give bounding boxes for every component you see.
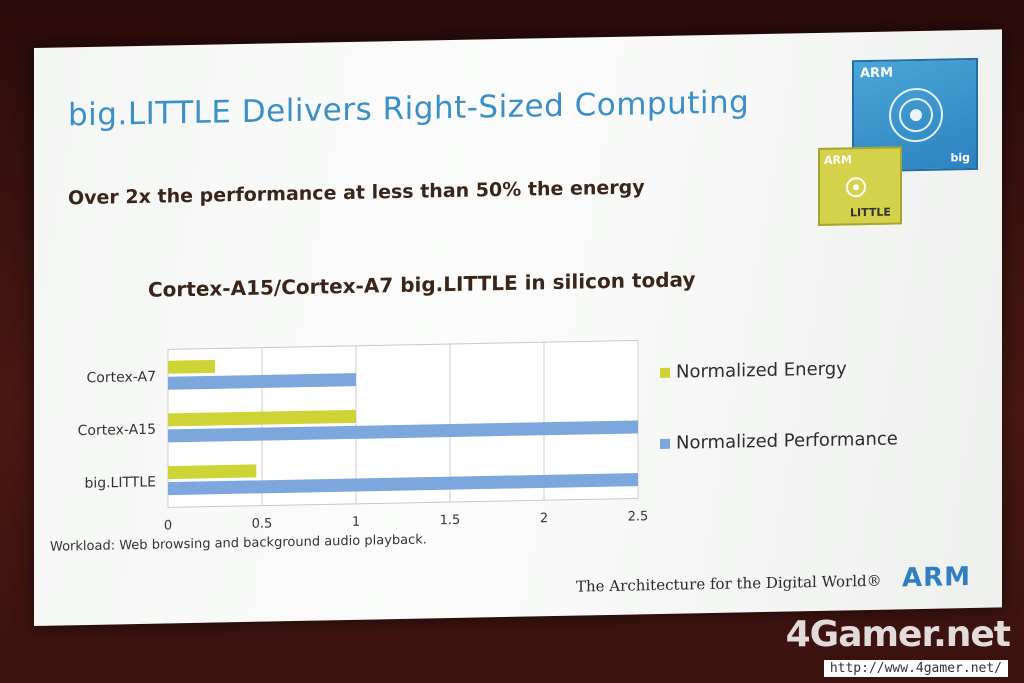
legend-swatch-performance	[660, 438, 670, 449]
arm-logo: ARM	[902, 562, 972, 594]
energy-bar	[168, 409, 356, 427]
y-category-label: Cortex-A7	[87, 369, 156, 386]
little-logo: ARM LITTLE	[818, 146, 902, 226]
performance-bar	[168, 473, 638, 496]
bar-chart: 0 0.5 1 1.5 2 2.5 Cortex-A7 Cortex-A15 big.LITTL…	[78, 339, 649, 534]
core-rings-icon	[889, 88, 943, 143]
performance-bar	[168, 420, 638, 443]
energy-bar	[168, 464, 257, 480]
x-tick-label: 2.5	[628, 509, 649, 524]
presentation-slide: big.LITTLE Delivers Right-Sized Computin…	[34, 29, 1002, 626]
chart-legend: Normalized Energy Normalized Performance	[660, 357, 898, 504]
big-logo: ARM big	[852, 57, 978, 173]
x-tick-label: 0.5	[252, 516, 273, 531]
legend-label-performance: Normalized Performance	[676, 428, 898, 454]
x-tick-label: 2	[540, 511, 548, 526]
small-core-icon	[846, 177, 866, 198]
legend-item-energy: Normalized Energy	[660, 357, 898, 383]
legend-label-energy: Normalized Energy	[676, 358, 847, 383]
performance-bar	[168, 373, 356, 390]
legend-swatch-energy	[660, 367, 670, 378]
y-category-label: Cortex-A15	[78, 422, 156, 440]
energy-bar	[168, 359, 215, 374]
watermark-logo: 4Gamer.net	[785, 614, 1011, 655]
legend-item-performance: Normalized Performance	[660, 428, 898, 454]
x-tick-label: 0	[164, 518, 172, 533]
x-tick-label: 1	[352, 515, 360, 530]
x-tick-label: 1.5	[440, 513, 461, 528]
watermark-url: http://www.4gamer.net/	[823, 660, 1008, 677]
y-category-label: big.LITTLE	[84, 474, 156, 491]
